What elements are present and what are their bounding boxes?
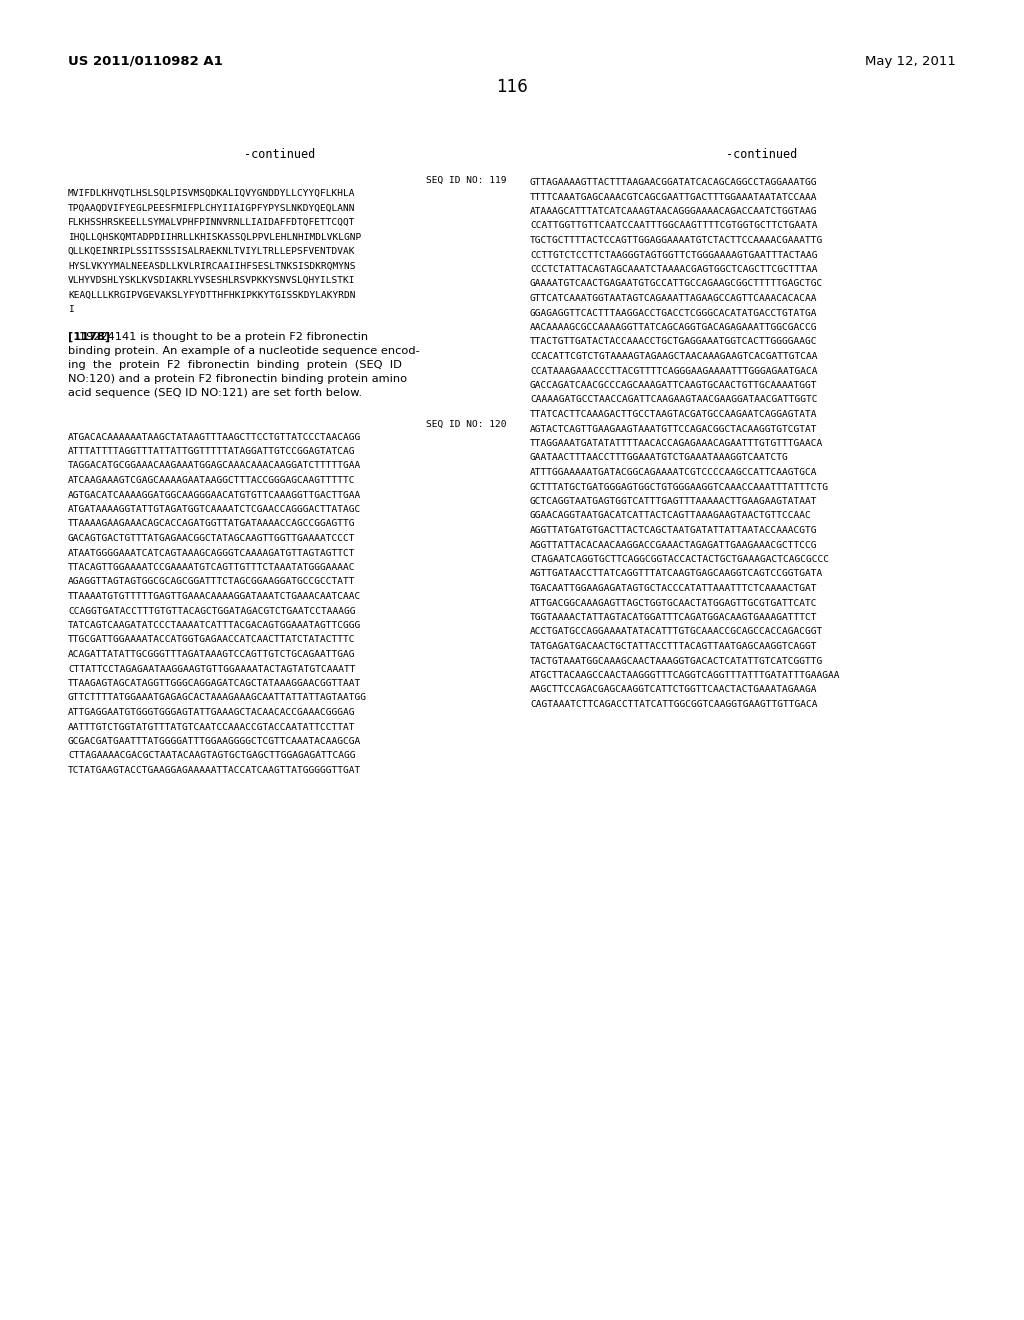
Text: CAAAAGATGCCTAACCAGATTCAAGAAGTAACGAAGGATAACGATTGGTC: CAAAAGATGCCTAACCAGATTCAAGAAGTAACGAAGGATA…: [530, 396, 817, 404]
Text: AGTTGATAACCTTATCAGGTTTATCAAGTGAGCAAGGTCAGTCCGGTGATA: AGTTGATAACCTTATCAGGTTTATCAAGTGAGCAAGGTCA…: [530, 569, 823, 578]
Text: GCTCAGGTAATGAGTGGTCATTTGAGTTTAAAAACTTGAAGAAGTATAAT: GCTCAGGTAATGAGTGGTCATTTGAGTTTAAAAACTTGAA…: [530, 498, 817, 506]
Text: TTAAAATGTGTTTTTGAGTTGAAACAAAAGGATAAATCTGAAACAATCAAC: TTAAAATGTGTTTTTGAGTTGAAACAAAAGGATAAATCTG…: [68, 591, 361, 601]
Text: CCCTCTATTACAGTAGCAAATCTAAAACGAGTGGCTCAGCTTCGCTTTAA: CCCTCTATTACAGTAGCAAATCTAAAACGAGTGGCTCAGC…: [530, 265, 817, 275]
Text: TTAAAAGAAGAAACAGCACCAGATGGTTATGATAAAACCAGCCGGAGTTG: TTAAAAGAAGAAACAGCACCAGATGGTTATGATAAAACCA…: [68, 520, 355, 528]
Text: ACAGATTATATTGCGGGTTTAGATAAAGTCCAGTTGTCTGCAGAATTGAG: ACAGATTATATTGCGGGTTTAGATAAAGTCCAGTTGTCTG…: [68, 649, 355, 659]
Text: ATTTATTTTAGGTTTATTATTGGTTTTTATAGGATTGTCCGGAGTATCAG: ATTTATTTTAGGTTTATTATTGGTTTTTATAGGATTGTCC…: [68, 447, 355, 455]
Text: TGACAATTGGAAGAGATAGTGCTACCCATATTAAATTTCTCAAAACTGAT: TGACAATTGGAAGAGATAGTGCTACCCATATTAAATTTCT…: [530, 583, 817, 593]
Text: AGGTTATTACACAACAAGGACCGAAACTAGAGATTGAAGAAACGCTTCCG: AGGTTATTACACAACAAGGACCGAAACTAGAGATTGAAGA…: [530, 540, 817, 549]
Text: TATCAGTCAAGATATCCCTAAAATCATTTACGACAGTGGAAATAGTTCGGG: TATCAGTCAAGATATCCCTAAAATCATTTACGACAGTGGA…: [68, 620, 361, 630]
Text: CCATTGGTTGTTCAATCCAATTTGGCAAGTTTTCGTGGTGCTTCTGAATA: CCATTGGTTGTTCAATCCAATTTGGCAAGTTTTCGTGGTG…: [530, 222, 817, 231]
Text: I: I: [68, 305, 74, 314]
Text: May 12, 2011: May 12, 2011: [865, 55, 956, 69]
Text: GTTCTTTTATGGAAATGAGAGCACTAAAGAAAGCAATTATTATTAGTAATGG: GTTCTTTTATGGAAATGAGAGCACTAAAGAAAGCAATTAT…: [68, 693, 367, 702]
Text: KEAQLLLKRGIPVGEVAKSLYFYDTTHFHKIPKKYTGISSKDYLAKYRDN: KEAQLLLKRGIPVGEVAKSLYFYDTTHFHKIPKKYTGISS…: [68, 290, 355, 300]
Text: GTTCATCAAATGGTAATAGTCAGAAATTAGAAGCCAGTTCAAACACACAA: GTTCATCAAATGGTAATAGTCAGAAATTAGAAGCCAGTTC…: [530, 294, 817, 304]
Text: TTAGGAAATGATATATTTTAACACCAGAGAAACAGAATTTGTGTTTGAACA: TTAGGAAATGATATATTTTAACACCAGAGAAACAGAATTT…: [530, 440, 823, 447]
Text: [1178]: [1178]: [68, 331, 111, 342]
Text: ATGATAAAAGGTATTGTAGATGGTCAAAATCTCGAACCAGGGACTTATAGC: ATGATAAAAGGTATTGTAGATGGTCAAAATCTCGAACCAG…: [68, 506, 361, 513]
Text: TGGTAAAACTATTAGTACATGGATTTCAGATGGACAAGTGAAAGATTTCT: TGGTAAAACTATTAGTACATGGATTTCAGATGGACAAGTG…: [530, 612, 817, 622]
Text: GCGACGATGAATTTATGGGGATTTGGAAGGGGCTCGTTCAAATACAAGCGA: GCGACGATGAATTTATGGGGATTTGGAAGGGGCTCGTTCA…: [68, 737, 361, 746]
Text: TTAAGAGTAGCATAGGTTGGGCAGGAGATCAGCTATAAAGGAACGGTTAAT: TTAAGAGTAGCATAGGTTGGGCAGGAGATCAGCTATAAAG…: [68, 678, 361, 688]
Text: GGAACAGGTAATGACATCATTACTCAGTTAAAGAAGTAACTGTTCCAAC: GGAACAGGTAATGACATCATTACTCAGTTAAAGAAGTAAC…: [530, 511, 812, 520]
Text: GACCAGATCAACGCCCAGCAAAGATTCAAGTGCAACTGTTGCAAAATGGT: GACCAGATCAACGCCCAGCAAAGATTCAAGTGCAACTGTT…: [530, 381, 817, 389]
Text: CCAGGTGATACCTTTGTGTTACAGCTGGATAGACGTCTGAATCCTAAAGG: CCAGGTGATACCTTTGTGTTACAGCTGGATAGACGTCTGA…: [68, 606, 355, 615]
Text: CTTAGAAAACGACGCTAATACAAGTAGTGCTGAGCTTGGAGAGATTCAGG: CTTAGAAAACGACGCTAATACAAGTAGTGCTGAGCTTGGA…: [68, 751, 355, 760]
Text: TTATCACTTCAAAGACTTGCCTAAGTACGATGCCAAGAATCAGGAGTATA: TTATCACTTCAAAGACTTGCCTAAGTACGATGCCAAGAAT…: [530, 411, 817, 418]
Text: CTAGAATCAGGTGCTTCAGGCGGTACCACTACTGCTGAAAGACTCAGCGCCC: CTAGAATCAGGTGCTTCAGGCGGTACCACTACTGCTGAAA…: [530, 554, 829, 564]
Text: TACTGTAAATGGCAAAGCAACTAAAGGTGACACTCATATTGTCATCGGTTG: TACTGTAAATGGCAAAGCAACTAAAGGTGACACTCATATT…: [530, 656, 823, 665]
Text: AACAAAAGCGCCAAAAGGTTATCAGCAGGTGACAGAGAAATTGGCGACCG: AACAAAAGCGCCAAAAGGTTATCAGCAGGTGACAGAGAAA…: [530, 323, 817, 333]
Text: GTTAGAAAAGTTACTTTAAGAACGGATATCACAGCAGGCCTAGGAAATGG: GTTAGAAAAGTTACTTTAAGAACGGATATCACAGCAGGCC…: [530, 178, 817, 187]
Text: US 2011/0110982 A1: US 2011/0110982 A1: [68, 55, 223, 69]
Text: TTACAGTTGGAAAATCCGAAAATGTCAGTTGTTTCTAAATATGGGAAAAC: TTACAGTTGGAAAATCCGAAAATGTCAGTTGTTTCTAAAT…: [68, 564, 355, 572]
Text: AGTACTCAGTTGAAGAAGTAAATGTTCCAGACGGCTACAAGGTGTCGTAT: AGTACTCAGTTGAAGAAGTAAATGTTCCAGACGGCTACAA…: [530, 425, 817, 433]
Text: GCTTTATGCTGATGGGAGTGGCTGTGGGAAGGTCAAACCAAATTTATTTCTG: GCTTTATGCTGATGGGAGTGGCTGTGGGAAGGTCAAACCA…: [530, 483, 829, 491]
Text: IHQLLQHSKQMTADPDIIHRLLKHISKASSQLPPVLEHLNHIMDLVKLGNP: IHQLLQHSKQMTADPDIIHRLLKHISKASSQLPPVLEHLN…: [68, 232, 361, 242]
Text: ATTTGGAAAAATGATACGGCAGAAAATCGTCCCCAAGCCATTCAAGTGCA: ATTTGGAAAAATGATACGGCAGAAAATCGTCCCCAAGCCA…: [530, 469, 817, 477]
Text: TATGAGATGACAACTGCTATTACCTTTACAGTTAATGAGCAAGGTCAGGT: TATGAGATGACAACTGCTATTACCTTTACAGTTAATGAGC…: [530, 642, 817, 651]
Text: TCTATGAAGTACCTGAAGGAGAAAAATTACCATCAAGTTATGGGGGTTGAT: TCTATGAAGTACCTGAAGGAGAAAAATTACCATCAAGTTA…: [68, 766, 361, 775]
Text: TPQAAQDVIFYEGLPEESFMIFPLCHYIIAIGPFYPYSLNKDYQEQLANN: TPQAAQDVIFYEGLPEESFMIFPLCHYIIAIGPFYPYSLN…: [68, 203, 355, 213]
Text: acid sequence (SEQ ID NO:121) are set forth below.: acid sequence (SEQ ID NO:121) are set fo…: [68, 388, 362, 397]
Text: MVIFDLKHVQTLHSLSQLPISVMSQDKALIQVYGNDDYLLCYYQFLKHLA: MVIFDLKHVQTLHSLSQLPISVMSQDKALIQVYGNDDYLL…: [68, 189, 355, 198]
Text: -continued: -continued: [726, 148, 798, 161]
Text: SEQ ID NO: 120: SEQ ID NO: 120: [427, 420, 507, 429]
Text: AGAGGTTAGTAGTGGCGCAGCGGATTTCTAGCGGAAGGATGCCGCCTATT: AGAGGTTAGTAGTGGCGCAGCGGATTTCTAGCGGAAGGAT…: [68, 578, 355, 586]
Text: binding protein. An example of a nucleotide sequence encod-: binding protein. An example of a nucleot…: [68, 346, 420, 355]
Text: ing  the  protein  F2  fibronectin  binding  protein  (SEQ  ID: ing the protein F2 fibronectin binding p…: [68, 359, 401, 370]
Text: TAGGACATGCGGAAACAAGAAATGGAGCAAACAAACAAGGATCTTTTTGAA: TAGGACATGCGGAAACAAGAAATGGAGCAAACAAACAAGG…: [68, 462, 361, 470]
Text: TGCTGCTTTTACTCCAGTTGGAGGAAAATGTCTACTTCCAAAACGAAATTG: TGCTGCTTTTACTCCAGTTGGAGGAAAATGTCTACTTCCA…: [530, 236, 823, 246]
Text: ATTGAGGAATGTGGGTGGGAGTATTGAAAGCTACAACACCGAAACGGGAG: ATTGAGGAATGTGGGTGGGAGTATTGAAAGCTACAACACC…: [68, 708, 355, 717]
Text: GGAGAGGTTCACTTTAAGGACCTGACCTCGGGCACATATGACCTGTATGA: GGAGAGGTTCACTTTAAGGACCTGACCTCGGGCACATATG…: [530, 309, 817, 318]
Text: AAGCTTCCAGACGAGCAAGGTCATTCTGGTTCAACTACTGAAATAGAAGA: AAGCTTCCAGACGAGCAAGGTCATTCTGGTTCAACTACTG…: [530, 685, 817, 694]
Text: ATAAAGCATTTATCATCAAAGTAACAGGGAAAACAGACCAATCTGGTAAG: ATAAAGCATTTATCATCAAAGTAACAGGGAAAACAGACCA…: [530, 207, 817, 216]
Text: GAATAACTTTAACCTTTGGAAATGTCTGAAATAAAGGTCAATCTG: GAATAACTTTAACCTTTGGAAATGTCTGAAATAAAGGTCA…: [530, 454, 788, 462]
Text: GAAAATGTCAACTGAGAATGTGCCATTGCCAGAAGCGGCTTTTTGAGCTGC: GAAAATGTCAACTGAGAATGTGCCATTGCCAGAAGCGGCT…: [530, 280, 823, 289]
Text: CAGTAAATCTTCAGACCTTATCATTGGCGGTCAAGGTGAAGTTGTTGACA: CAGTAAATCTTCAGACCTTATCATTGGCGGTCAAGGTGAA…: [530, 700, 817, 709]
Text: 19224141 is thought to be a protein F2 fibronectin: 19224141 is thought to be a protein F2 f…: [68, 331, 368, 342]
Text: TTACTGTTGATACTACCAAACCTGCTGAGGAAATGGTCACTTGGGGAAGC: TTACTGTTGATACTACCAAACCTGCTGAGGAAATGGTCAC…: [530, 338, 817, 346]
Text: ATTGACGGCAAAGAGTTAGCTGGTGCAACTATGGAGTTGCGTGATTCATC: ATTGACGGCAAAGAGTTAGCTGGTGCAACTATGGAGTTGC…: [530, 598, 817, 607]
Text: FLKHSSHRSKEELLSYMALVPHFPINNVRNLLIAIDAFFDTQFETTCQQT: FLKHSSHRSKEELLSYMALVPHFPINNVRNLLIAIDAFFD…: [68, 218, 355, 227]
Text: VLHYVDSHLYSKLKVSDIAKRLYVSESHLRSVPKKYSNVSLQHYILSTKI: VLHYVDSHLYSKLKVSDIAKRLYVSESHLRSVPKKYSNVS…: [68, 276, 355, 285]
Text: SEQ ID NO: 119: SEQ ID NO: 119: [427, 176, 507, 185]
Text: CCACATTCGTCTGTAAAAGTAGAAGCTAACAAAGAAGTCACGATTGTCAA: CCACATTCGTCTGTAAAAGTAGAAGCTAACAAAGAAGTCA…: [530, 352, 817, 360]
Text: AATTTGTCTGGTATGTTTATGTCAATCCAAACCGTACCAATATTCCTTAT: AATTTGTCTGGTATGTTTATGTCAATCCAAACCGTACCAA…: [68, 722, 355, 731]
Text: CCTTGTCTCCTTCTAAGGGTAGTGGTTCTGGGAAAAGTGAATTTACTAAG: CCTTGTCTCCTTCTAAGGGTAGTGGTTCTGGGAAAAGTGA…: [530, 251, 817, 260]
Text: ATAATGGGGAAATCATCAGTAAAGCAGGGTCAAAAGATGTTAGTAGTTCT: ATAATGGGGAAATCATCAGTAAAGCAGGGTCAAAAGATGT…: [68, 549, 355, 557]
Text: CTTATTCCTAGAGAATAAGGAAGTGTTGGAAAATACTAGTATGTCAAATT: CTTATTCCTAGAGAATAAGGAAGTGTTGGAAAATACTAGT…: [68, 664, 355, 673]
Text: ATCAAGAAAGTCGAGCAAAAGAATAAGGCTTTACCGGGAGCAAGTTTTTC: ATCAAGAAAGTCGAGCAAAAGAATAAGGCTTTACCGGGAG…: [68, 477, 355, 484]
Text: TTTTCAAATGAGCAAACGTCAGCGAATTGACTTTGGAAATAATATCCAAA: TTTTCAAATGAGCAAACGTCAGCGAATTGACTTTGGAAAT…: [530, 193, 817, 202]
Text: CCATAAAGAAACCCTTACGTTTTCAGGGAAGAAAATTTGGGAGAATGACA: CCATAAAGAAACCCTTACGTTTTCAGGGAAGAAAATTTGG…: [530, 367, 817, 375]
Text: TTGCGATTGGAAAATACCATGGTGAGAACCATCAACTTATCTATACTTTC: TTGCGATTGGAAAATACCATGGTGAGAACCATCAACTTAT…: [68, 635, 355, 644]
Text: ATGCTTACAAGCCAACTAAGGGTTTCAGGTCAGGTTTATTTGATATTTGAAGAA: ATGCTTACAAGCCAACTAAGGGTTTCAGGTCAGGTTTATT…: [530, 671, 841, 680]
Text: ACCTGATGCCAGGAAAATATACATTTGTGCAAACCGCAGCCACCAGACGGT: ACCTGATGCCAGGAAAATATACATTTGTGCAAACCGCAGC…: [530, 627, 823, 636]
Text: AGTGACATCAAAAGGATGGCAAGGGAACATGTGTTCAAAGGTTGACTTGAA: AGTGACATCAAAAGGATGGCAAGGGAACATGTGTTCAAAG…: [68, 491, 361, 499]
Text: 116: 116: [496, 78, 528, 96]
Text: QLLKQEINRIPLSSITSSSISALRAEKNLTVIYLTRLLEPSFVENTDVAK: QLLKQEINRIPLSSITSSSISALRAEKNLTVIYLTRLLEP…: [68, 247, 355, 256]
Text: NO:120) and a protein F2 fibronectin binding protein amino: NO:120) and a protein F2 fibronectin bin…: [68, 374, 408, 384]
Text: ATGACACAAAAAATAAGCTATAAGTTTAAGCTTCCTGTTATCCCTAACAGG: ATGACACAAAAAATAAGCTATAAGTTTAAGCTTCCTGTTA…: [68, 433, 361, 441]
Text: -continued: -continued: [245, 148, 315, 161]
Text: HYSLVKYYMALNEEASDLLKVLRIRCAAIIHFSESLTNKSISDKRQMYNS: HYSLVKYYMALNEEASDLLKVLRIRCAAIIHFSESLTNKS…: [68, 261, 355, 271]
Text: AGGTTATGATGTGACTTACTCAGCTAATGATATTATTAATACCAAACGTG: AGGTTATGATGTGACTTACTCAGCTAATGATATTATTAAT…: [530, 525, 817, 535]
Text: GACAGTGACTGTTTATGAGAACGGCTATAGCAAGTTGGTTGAAAATCCCT: GACAGTGACTGTTTATGAGAACGGCTATAGCAAGTTGGTT…: [68, 535, 355, 543]
